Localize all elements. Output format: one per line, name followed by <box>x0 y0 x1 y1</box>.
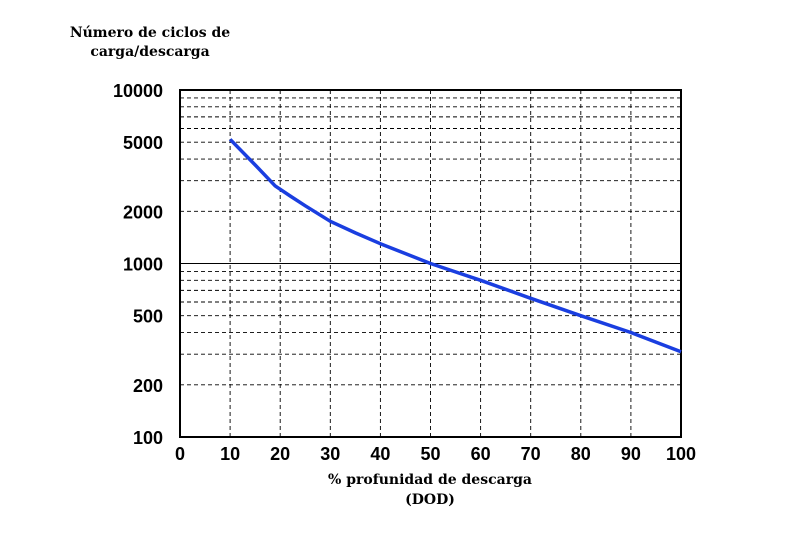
plot-frame <box>179 89 682 438</box>
x-axis-title-line-2: (DOD) <box>405 492 455 508</box>
x-tick-label: 70 <box>521 444 541 464</box>
y-tick-label: 500 <box>133 307 163 327</box>
y-tick-labels: 10000 5000 2000 1000 500 200 100 <box>113 81 163 448</box>
y-axis-title-line-1: Número de ciclos de <box>69 25 231 41</box>
y-tick-label: 2000 <box>123 202 163 222</box>
y-tick-label: 10000 <box>113 81 163 101</box>
x-tick-label: 80 <box>571 444 591 464</box>
x-tick-label: 30 <box>320 444 340 464</box>
y-tick-label: 200 <box>133 376 163 396</box>
cycles-series-line <box>228 138 682 354</box>
x-axis-title-line-1: % profunidad de descarga <box>328 472 532 488</box>
x-tick-labels: 0 10 20 30 40 50 60 70 80 90 100 <box>175 444 696 464</box>
x-tick-label: 40 <box>370 444 390 464</box>
grid-lines <box>180 90 681 437</box>
x-tick-label: 100 <box>666 444 696 464</box>
y-tick-label: 100 <box>133 428 163 448</box>
x-tick-label: 50 <box>420 444 440 464</box>
x-tick-label: 10 <box>220 444 240 464</box>
y-tick-label: 1000 <box>123 255 163 275</box>
x-axis-title: % profunidad de descarga (DOD) <box>230 470 630 510</box>
y-axis-title: Número de ciclos de carga/descarga <box>40 24 260 62</box>
x-tick-label: 60 <box>471 444 491 464</box>
x-tick-label: 0 <box>175 444 185 464</box>
x-tick-label: 90 <box>621 444 641 464</box>
x-tick-label: 20 <box>270 444 290 464</box>
y-axis-title-line-2: carga/descarga <box>90 44 210 60</box>
y-tick-label: 5000 <box>123 133 163 153</box>
